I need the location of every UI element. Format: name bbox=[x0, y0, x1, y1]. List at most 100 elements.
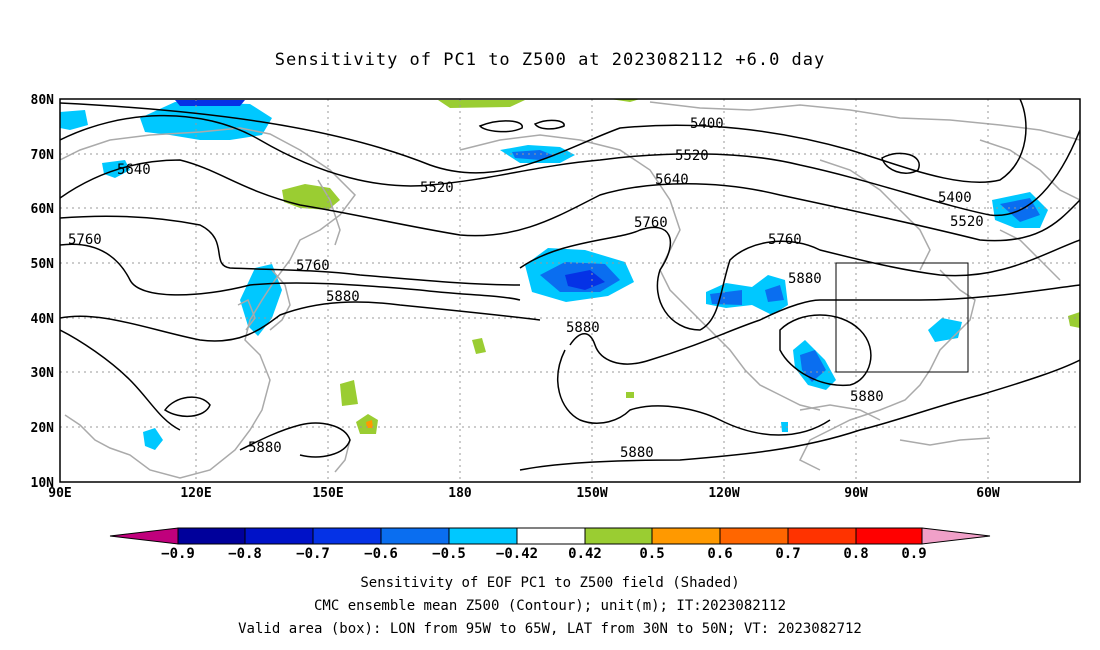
colorbar-right-arrow bbox=[921, 527, 991, 545]
contour-5880-closed bbox=[163, 396, 211, 417]
contour-label: 5880 bbox=[788, 271, 822, 287]
contour-5640 bbox=[60, 159, 1080, 242]
colorbar-label: 0.7 bbox=[775, 546, 800, 562]
shade-neg-mid bbox=[512, 150, 555, 160]
contour-label: 5640 bbox=[655, 172, 689, 188]
colorbar-swatch bbox=[516, 527, 586, 545]
shade-neg-light bbox=[143, 428, 163, 450]
shade-neg-mid bbox=[765, 285, 784, 302]
colorbar-label: −0.42 bbox=[496, 546, 538, 562]
contour-5880-west bbox=[60, 301, 541, 342]
contour-5520 bbox=[60, 114, 1080, 217]
latitude-labels: 80N 70N 60N 50N 40N 30N 20N 10N bbox=[31, 93, 55, 491]
coastline-islands bbox=[334, 439, 351, 473]
map-border bbox=[59, 98, 1081, 483]
colorbar-left-arrow bbox=[109, 527, 179, 545]
shade-neg-light bbox=[706, 275, 788, 315]
contour-labels: 5400 5400 5520 5520 5520 5640 5640 5760 … bbox=[68, 116, 984, 461]
lon-label: 90E bbox=[48, 486, 71, 501]
colorbar-label: −0.5 bbox=[432, 546, 466, 562]
lon-label: 120E bbox=[180, 486, 211, 501]
lon-label: 60W bbox=[976, 486, 1000, 501]
footer-valid-area-caption: Valid area (box): LON from 95W to 65W, L… bbox=[238, 621, 862, 637]
coastline-east-na bbox=[798, 269, 976, 471]
contour-label: 5880 bbox=[326, 289, 360, 305]
colorbar-swatch bbox=[787, 527, 857, 545]
contour-5400-main bbox=[60, 99, 1027, 184]
colorbar-swatch bbox=[244, 527, 314, 545]
colorbar-label: −0.9 bbox=[161, 546, 195, 562]
shade-pos-green bbox=[1068, 312, 1080, 328]
contour-5400-closed bbox=[533, 119, 565, 130]
contour-label: 5760 bbox=[634, 215, 668, 231]
coastline-greenland bbox=[979, 139, 1080, 201]
contour-label: 5880 bbox=[620, 445, 654, 461]
colorbar-label: 0.8 bbox=[843, 546, 868, 562]
colorbar-label: 0.6 bbox=[707, 546, 732, 562]
shade-neg-mid bbox=[710, 290, 742, 305]
coastline-caribbean bbox=[899, 437, 991, 446]
shade-pos-green bbox=[626, 392, 634, 398]
lon-label: 90W bbox=[844, 486, 868, 501]
footer-contour-caption: CMC ensemble mean Z500 (Contour); unit(m… bbox=[313, 598, 786, 614]
contour-label: 5400 bbox=[690, 116, 724, 132]
colorbar-swatch bbox=[312, 527, 382, 545]
contour-label: 5520 bbox=[675, 148, 709, 164]
shade-neg-light bbox=[60, 110, 88, 130]
colorbar-swatch bbox=[584, 527, 653, 545]
contour-label: 5400 bbox=[938, 190, 972, 206]
contour-label: 5880 bbox=[248, 440, 282, 456]
contour-label: 5760 bbox=[68, 232, 102, 248]
contour-5880-cutoff bbox=[779, 314, 872, 387]
coastline-japan bbox=[269, 269, 291, 331]
coastline-hudson bbox=[819, 159, 931, 271]
contour-5880-pacific bbox=[557, 349, 831, 436]
contour-label: 5760 bbox=[768, 232, 802, 248]
coastline-kamchatka bbox=[317, 179, 341, 246]
longitude-labels: 90E 120E 150E 180 150W 120W 90W 60W bbox=[48, 486, 1000, 501]
coastline-labrador bbox=[999, 229, 1061, 281]
shade-neg-light bbox=[781, 422, 788, 432]
lat-label: 50N bbox=[31, 257, 55, 272]
coastline-gulf bbox=[799, 404, 881, 421]
colorbar-swatch bbox=[448, 527, 518, 545]
lat-label: 80N bbox=[31, 93, 55, 108]
lat-label: 60N bbox=[31, 202, 55, 217]
colorbar-swatch bbox=[719, 527, 789, 545]
shade-neg-dark bbox=[565, 270, 605, 290]
shade-pos-green bbox=[472, 338, 486, 354]
contour-5640-west bbox=[60, 215, 521, 286]
shade-neg-mid bbox=[800, 350, 826, 382]
z500-contours bbox=[60, 99, 1080, 471]
colorbar-swatch bbox=[380, 527, 450, 545]
contour-label: 5880 bbox=[566, 320, 600, 336]
colorbar-swatch bbox=[651, 527, 721, 545]
map-title: Sensitivity of PC1 to Z500 at 2023082112… bbox=[274, 50, 826, 70]
contour-5400-closed bbox=[478, 120, 523, 133]
contour-5400-closed bbox=[881, 152, 920, 174]
valid-area-box bbox=[835, 262, 969, 373]
lat-label: 10N bbox=[31, 476, 55, 491]
contour-5880-far-west bbox=[60, 329, 181, 431]
contour-label: 5520 bbox=[950, 214, 984, 230]
lat-label: 20N bbox=[31, 421, 55, 436]
lon-label: 180 bbox=[448, 486, 472, 501]
colorbar-label: 0.42 bbox=[568, 546, 602, 562]
contour-5880-se bbox=[519, 359, 1080, 471]
contour-5880-south bbox=[239, 422, 351, 458]
coastline-arctic bbox=[649, 101, 1080, 141]
lat-label: 30N bbox=[31, 366, 55, 381]
contour-5760-main bbox=[519, 226, 1080, 331]
contour-5760-west bbox=[60, 243, 521, 301]
lon-label: 120W bbox=[708, 486, 739, 501]
colorbar-label: −0.7 bbox=[296, 546, 330, 562]
colorbar-label: −0.6 bbox=[364, 546, 398, 562]
graticule bbox=[60, 99, 1080, 482]
colorbar-label: 0.5 bbox=[639, 546, 664, 562]
contour-5880-main bbox=[569, 284, 1080, 365]
shade-pos-green bbox=[340, 380, 358, 406]
lon-label: 150E bbox=[312, 486, 343, 501]
contour-label: 5520 bbox=[420, 180, 454, 196]
colorbar: −0.9 −0.8 −0.7 −0.6 −0.5 −0.42 0.42 0.5 … bbox=[109, 527, 991, 562]
